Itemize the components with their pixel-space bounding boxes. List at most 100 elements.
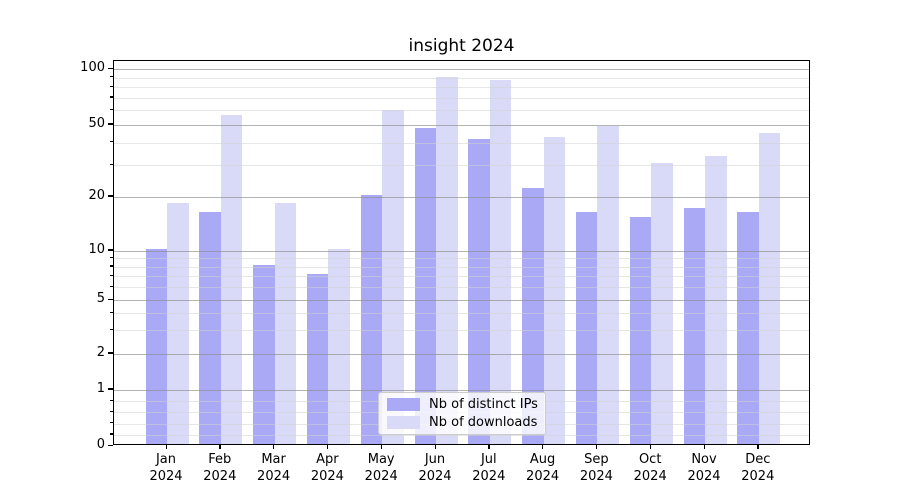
gridline-minor-30 [114,165,809,167]
y-tick-mark-1 [108,388,113,390]
gridline-minor-7 [114,276,809,278]
legend-swatch-downloads [387,415,420,429]
y-tick-label-2: 2 [96,344,105,360]
bar-distinct-ips-jul [468,138,490,444]
x-tick-mark-jun [434,445,436,449]
x-tick-label-nov: Nov 2024 [687,452,721,484]
y-minor-tick-mark-90 [110,76,113,78]
bar-downloads-jun [436,77,458,444]
gridline-minor-90 [114,77,809,79]
y-minor-tick-mark-6 [110,285,113,287]
y-tick-label-0: 0 [96,437,105,452]
gridline-minor-3 [114,330,809,332]
y-minor-tick-mark-0.8 [110,399,113,402]
x-tick-label-dec: Dec 2024 [741,452,775,484]
gridline-minor-9 [114,258,809,260]
bar-distinct-ips-feb [199,212,221,444]
x-tick-label-jun: Jun 2024 [418,452,452,484]
y-tick-mark-10 [108,249,113,251]
x-tick-mark-sep [595,445,598,449]
x-tick-label-may: May 2024 [364,452,398,484]
gridline-minor-0.2 [114,434,809,436]
y-tick-mark-20 [108,195,113,197]
chart-title: insight 2024 [408,36,515,56]
bar-distinct-ips-jan [145,249,167,444]
x-tick-label-jul: Jul 2024 [472,452,506,484]
y-tick-mark-50 [108,123,113,125]
x-tick-mark-jan [165,445,167,449]
bar-downloads-oct [651,163,673,444]
y-tick-label-10: 10 [88,241,105,257]
gridline-minor-4 [114,313,809,315]
bar-downloads-mar [274,203,297,444]
y-minor-tick-mark-4 [110,311,113,314]
bar-downloads-dec [758,133,781,444]
x-tick-mark-aug [542,445,544,449]
y-minor-tick-mark-0.6 [110,410,113,413]
bar-distinct-ips-dec [737,212,759,444]
y-tick-mark-2 [108,352,113,354]
x-tick-label-mar: Mar 2024 [257,452,291,484]
plot-area [113,60,810,445]
gridline-minor-8 [114,266,809,268]
y-minor-tick-mark-7 [110,274,113,277]
gridline-minor-6 [114,287,809,289]
y-minor-tick-mark-8 [110,265,113,267]
x-tick-mark-dec [757,445,759,449]
bar-distinct-ips-may [360,194,383,444]
x-tick-mark-may [380,445,383,449]
bar-downloads-apr [328,249,350,444]
y-minor-tick-mark-3 [110,328,113,330]
x-tick-label-feb: Feb 2024 [203,452,237,484]
x-tick-label-aug: Aug 2024 [526,452,560,484]
y-minor-tick-mark-9 [110,256,113,259]
gridline-major-2 [114,353,809,355]
bar-downloads-sep [597,126,619,444]
gridline-major-100 [114,69,809,70]
bar-distinct-ips-nov [683,207,705,444]
y-tick-label-1: 1 [96,380,105,396]
gridline-major-10 [114,250,809,252]
x-tick-label-apr: Apr 2024 [310,452,344,484]
x-tick-mark-nov [703,445,705,449]
gridline-major-50 [114,124,809,126]
y-tick-label-50: 50 [88,115,105,131]
bar-downloads-jul [489,80,512,444]
y-tick-label-100: 100 [80,60,105,75]
x-tick-mark-oct [649,445,652,449]
y-tick-mark-100 [108,67,113,69]
legend-item-downloads: Nb of downloads [387,415,537,430]
gridline-major-20 [114,196,809,198]
legend: Nb of distinct IPs Nb of downloads [378,392,546,435]
gridline-major-1 [114,389,809,391]
x-tick-mark-feb [219,445,221,449]
bar-distinct-ips-sep [575,212,598,444]
y-minor-tick-mark-60 [110,108,113,111]
y-tick-mark-0 [108,444,113,446]
y-minor-tick-mark-70 [110,96,113,98]
y-minor-tick-mark-0.2 [110,433,113,435]
y-tick-label-20: 20 [88,187,105,203]
x-tick-label-oct: Oct 2024 [633,452,667,484]
y-tick-mark-5 [108,298,113,300]
legend-swatch-distinct-ips [387,398,420,412]
y-minor-tick-mark-40 [110,141,113,143]
gridline-minor-40 [114,142,809,144]
bar-downloads-nov [705,155,727,444]
x-tick-label-jan: Jan 2024 [149,452,183,484]
gridline-major-5 [114,300,809,301]
bar-distinct-ips-jun [414,127,436,444]
gridline-minor-80 [114,87,809,89]
x-tick-mark-apr [326,445,329,449]
bar-downloads-aug [543,136,566,444]
legend-item-distinct-ips: Nb of distinct IPs [387,397,538,413]
y-minor-tick-mark-80 [110,85,113,87]
y-tick-label-5: 5 [96,291,105,306]
x-tick-mark-mar [273,445,275,449]
gridline-minor-70 [114,97,809,99]
legend-label-distinct-ips: Nb of distinct IPs [429,397,538,413]
gridline-minor-60 [114,110,809,112]
y-minor-tick-mark-30 [110,163,113,165]
y-minor-tick-mark-0.4 [110,422,113,424]
